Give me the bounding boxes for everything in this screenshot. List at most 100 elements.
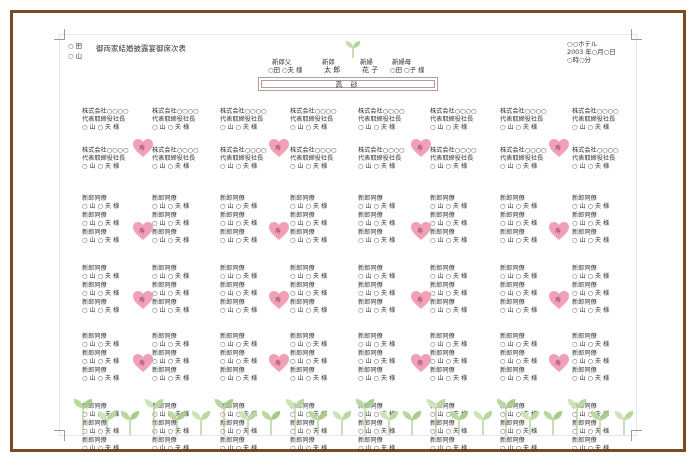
heart-label: 寿 [275,297,282,304]
colleague-guest-entry: 新郎同僚○ 山 ○ 夫 様 [220,212,257,228]
guest-line: ○ 山 ○ 夫 様 [82,163,120,170]
guest-line: ○ 山 ○ 夫 様 [572,163,610,170]
guest-line: ○ 山 ○ 夫 様 [220,273,258,280]
groom-father-name: ○田 ○夫 様 [268,66,303,74]
guest-line: ○ 山 ○ 夫 様 [430,203,468,210]
guest-line: ○ 山 ○ 夫 様 [220,411,258,418]
high-table-label: 高 砂 [335,81,361,89]
guest-line: 新郎同僚 [152,229,177,236]
guest-line: 新郎同僚 [500,403,525,410]
guest-line: ○ 山 ○ 夫 様 [220,307,258,314]
guest-line: 新郎同僚 [220,350,245,357]
colleague-guest-entry: 新郎同僚○ 山 ○ 夫 様 [572,299,609,315]
colleague-guest-entry: 新郎同僚○ 山 ○ 夫 様 [500,333,537,349]
guest-line: 新郎同僚 [430,265,455,272]
colleague-guest-entry: 新郎同僚○ 山 ○ 夫 様 [572,265,609,281]
guest-line: ○ 山 ○ 夫 様 [82,237,120,244]
guest-line: 代表取締役社長 [82,116,126,123]
heart-icon: 寿 [410,353,431,372]
guest-line: ○ 山 ○ 夫 様 [572,358,610,365]
heart-label: 寿 [417,228,424,235]
guest-line: ○ 山 ○ 夫 様 [290,237,328,244]
guest-line: ○ 山 ○ 夫 様 [220,203,258,210]
colleague-guest-entry: 新郎同僚○ 山 ○ 夫 様 [500,403,537,419]
guest-line: 代表取締役社長 [430,116,474,123]
header-left-line: ○ 山 [68,52,82,60]
guest-line: ○ 山 ○ 夫 様 [500,290,538,297]
guest-line: 新郎同僚 [500,229,525,236]
guest-line: ○ 山 ○ 夫 様 [500,124,538,131]
guest-line: 新郎同僚 [220,212,245,219]
heart-label: 寿 [555,228,562,235]
guest-line: 新郎同僚 [430,420,455,427]
guest-line: ○ 山 ○ 夫 様 [152,273,190,280]
company-guest-entry: 株式会社○○○○ 代表取締役社長 ○ 山 ○ 夫 様 [82,147,128,171]
colleague-guest-entry: 新郎同僚○ 山 ○ 夫 様 [430,212,467,228]
colleague-guest-entry: 新郎同僚○ 山 ○ 夫 様 [500,195,537,211]
guest-line: ○ 山 ○ 夫 様 [220,290,258,297]
heart-icon: 寿 [268,290,289,309]
guest-line: 株式会社○○○○ [430,147,477,154]
guest-line: 新郎同僚 [572,195,597,202]
guest-line: 新郎同僚 [82,299,107,306]
colleague-guest-entry: 新郎同僚○ 山 ○ 夫 様 [572,437,609,453]
guest-line: 新郎同僚 [82,212,107,219]
heart-icon: 寿 [410,221,431,240]
guest-line: 新郎同僚 [152,333,177,340]
guest-line: ○ 山 ○ 夫 様 [500,307,538,314]
guest-line: 新郎同僚 [220,299,245,306]
guest-line: 新郎同僚 [290,195,315,202]
guest-line: 新郎同僚 [572,350,597,357]
colleague-guest-entry: 新郎同僚○ 山 ○ 夫 様 [152,212,189,228]
guest-line: 新郎同僚 [220,333,245,340]
guest-line: 代表取締役社長 [358,155,402,162]
colleague-guest-entry: 新郎同僚○ 山 ○ 夫 様 [358,367,395,383]
guest-line: ○ 山 ○ 夫 様 [430,163,468,170]
guest-line: ○ 山 ○ 夫 様 [220,358,258,365]
colleague-guest-entry: 新郎同僚○ 山 ○ 夫 様 [152,299,189,315]
guest-line: ○ 山 ○ 夫 様 [572,307,610,314]
guest-line: 新郎同僚 [152,265,177,272]
guest-line: 新郎同僚 [358,420,383,427]
guest-line: ○ 山 ○ 夫 様 [220,237,258,244]
company-guest-entry: 株式会社○○○○ 代表取締役社長 ○ 山 ○ 夫 様 [500,147,546,171]
seating-chart-document: ○ 田 ○ 山 御両家結婚披露宴御席次表 新郎父 ○田 ○夫 様 新郎 太 郎 … [54,29,642,452]
sprout-icon [97,411,116,435]
venue-text: ○○ホテル [567,40,598,48]
sprout-icon [332,411,351,435]
guest-line: ○ 山 ○ 夫 様 [430,273,468,280]
sprout-icon [167,411,187,435]
guest-line: 新郎同僚 [152,195,177,202]
colleague-guest-entry: 新郎同僚○ 山 ○ 夫 様 [152,229,189,245]
sprout-icon [308,411,328,435]
heart-icon: 寿 [132,138,153,157]
guest-line: 新郎同僚 [82,229,107,236]
colleague-guest-entry: 新郎同僚○ 山 ○ 夫 様 [290,367,327,383]
guest-line: ○ 山 ○ 夫 様 [82,358,120,365]
guest-line: 代表取締役社長 [152,116,196,123]
guest-line: 新郎同僚 [430,195,455,202]
colleague-guest-entry: 新郎同僚○ 山 ○ 夫 様 [430,437,467,453]
colleague-guest-entry: 新郎同僚○ 山 ○ 夫 様 [572,333,609,349]
guest-line: 新郎同僚 [290,282,315,289]
guest-line: 株式会社○○○○ [152,147,199,154]
colleague-guest-entry: 新郎同僚○ 山 ○ 夫 様 [430,350,467,366]
sprout-icon [426,399,445,435]
guest-line: ○ 山 ○ 夫 様 [82,124,120,131]
guest-line: 新郎同僚 [358,350,383,357]
colleague-guest-entry: 新郎同僚○ 山 ○ 夫 様 [220,403,257,419]
guest-line: 新郎同僚 [220,229,245,236]
colleague-guest-entry: 新郎同僚○ 山 ○ 夫 様 [290,282,327,298]
colleague-guest-entry: 新郎同僚○ 山 ○ 夫 様 [220,229,257,245]
colleague-guest-entry: 新郎同僚○ 山 ○ 夫 様 [220,299,257,315]
guest-line: 新郎同僚 [82,437,107,444]
company-guest-entry: 株式会社○○○○ 代表取締役社長 ○ 山 ○ 夫 様 [290,147,336,171]
heart-label: 寿 [417,360,424,367]
guest-line: 新郎同僚 [500,212,525,219]
guest-line: 代表取締役社長 [290,116,334,123]
company-guest-entry: 株式会社○○○○ 代表取締役社長 ○ 山 ○ 夫 様 [290,108,336,132]
guest-line: ○ 山 ○ 夫 様 [290,341,328,348]
colleague-guest-entry: 新郎同僚○ 山 ○ 夫 様 [152,420,189,436]
colleague-guest-entry: 新郎同僚○ 山 ○ 夫 様 [430,195,467,211]
guest-line: 新郎同僚 [358,367,383,374]
